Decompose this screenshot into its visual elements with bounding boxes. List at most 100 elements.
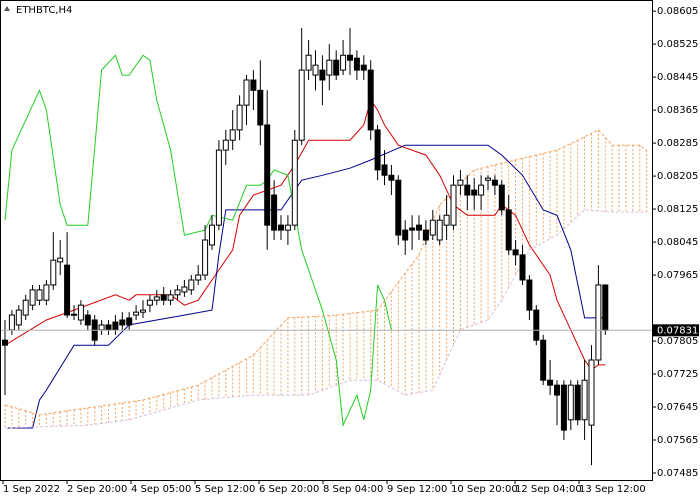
candle-body xyxy=(195,274,202,281)
candle-body xyxy=(298,69,305,141)
candle-body xyxy=(291,139,298,226)
candle-body xyxy=(202,239,209,276)
candle-body xyxy=(312,64,319,76)
candle-body xyxy=(126,317,133,326)
y-tick-label: 0.08445 xyxy=(657,72,698,83)
candle-body xyxy=(77,304,84,321)
y-tick-label: 0.08605 xyxy=(657,6,698,17)
x-tick-label: 12 Sep 04:00 xyxy=(515,484,582,495)
candle-body xyxy=(485,177,491,181)
candle-body xyxy=(395,179,402,236)
indicator-line xyxy=(4,209,647,429)
chart-title: ETHBTC,H4 xyxy=(16,5,72,16)
candle-body xyxy=(2,339,8,346)
candle-body xyxy=(353,57,360,71)
candle-body xyxy=(464,184,471,196)
candle-body xyxy=(8,314,15,331)
candle-body xyxy=(278,224,284,231)
candle-body xyxy=(436,219,443,241)
x-tick-label: 10 Sep 20:00 xyxy=(451,484,518,495)
candle-body xyxy=(388,174,395,181)
candle-body xyxy=(360,64,367,71)
candle-body xyxy=(381,164,388,176)
candle-body xyxy=(181,286,188,293)
candle-body xyxy=(174,289,181,296)
candle-body xyxy=(367,69,374,131)
candle-body xyxy=(29,289,36,306)
candle-body xyxy=(340,54,347,71)
y-tick-label: 0.08045 xyxy=(657,237,698,248)
candle-body xyxy=(422,229,429,241)
candle-body xyxy=(43,284,50,301)
candle-body xyxy=(533,309,540,341)
candle-body xyxy=(264,124,271,226)
candle-body xyxy=(374,129,381,171)
candle-body xyxy=(71,313,77,316)
candles xyxy=(2,28,609,466)
candle-body xyxy=(160,294,167,301)
x-tick-label: 5 Sep 12:00 xyxy=(195,484,255,495)
candle-body xyxy=(540,339,547,381)
y-tick-label: 0.07965 xyxy=(657,270,698,281)
candle-body xyxy=(602,284,609,331)
candle-body xyxy=(146,299,153,306)
indicator-line xyxy=(5,144,606,429)
candle-body xyxy=(140,309,146,313)
candle-body xyxy=(222,139,229,151)
candle-body xyxy=(15,309,22,326)
candle-body xyxy=(112,321,119,331)
x-tick-label: 1 Sep 2022 xyxy=(3,484,60,495)
candle-body xyxy=(491,179,498,186)
candle-body xyxy=(554,384,560,396)
y-tick-label: 0.07725 xyxy=(657,369,698,380)
candle-body xyxy=(574,384,581,421)
candle-body xyxy=(133,311,140,316)
indicator-line xyxy=(4,129,647,416)
candle-body xyxy=(98,324,105,331)
x-tick-label: 2 Sep 20:00 xyxy=(67,484,127,495)
candle-body xyxy=(409,227,416,231)
candle-body xyxy=(64,264,71,316)
candle-body xyxy=(443,214,450,226)
title-icon xyxy=(4,6,10,11)
last-price-label: 0.07831 xyxy=(657,325,698,336)
plot-frame xyxy=(0,0,653,481)
candle-body xyxy=(271,194,278,231)
candle-body xyxy=(257,89,264,126)
candle-body xyxy=(416,224,422,231)
candle-body xyxy=(250,79,257,91)
candle-body xyxy=(560,384,567,431)
candle-body xyxy=(526,279,533,311)
candle-body xyxy=(450,184,457,226)
last-price-box xyxy=(653,324,699,337)
candle-body xyxy=(209,224,215,246)
candle-body xyxy=(478,184,485,196)
x-tick-label: 6 Sep 20:00 xyxy=(259,484,319,495)
y-tick-label: 0.07805 xyxy=(657,336,698,347)
candle-body xyxy=(519,254,526,281)
x-tick-label: 9 Sep 12:00 xyxy=(387,484,447,495)
y-tick-label: 0.08125 xyxy=(657,204,698,215)
candle-body xyxy=(471,189,478,196)
y-tick-label: 0.08285 xyxy=(657,138,698,149)
candle-body xyxy=(505,209,512,251)
candle-body xyxy=(215,149,222,226)
candle-body xyxy=(105,324,112,331)
candle-body xyxy=(457,179,464,186)
candle-body xyxy=(84,314,91,326)
candle-body xyxy=(229,129,236,141)
candle-body xyxy=(567,384,574,421)
candle-body xyxy=(512,249,519,256)
y-tick-label: 0.07565 xyxy=(657,435,698,446)
candle-body xyxy=(36,289,43,301)
candle-body xyxy=(57,257,64,263)
y-tick-label: 0.08525 xyxy=(657,39,698,50)
axes: 0.08605 0.08525 0.08445 0.08365 0.08285 0.082… xyxy=(0,6,699,495)
candle-body xyxy=(547,379,554,386)
y-tick-label: 0.08205 xyxy=(657,171,698,182)
candle-body xyxy=(119,319,126,326)
candle-body xyxy=(167,294,174,301)
candle-body xyxy=(581,379,588,421)
candle-body xyxy=(305,54,312,71)
